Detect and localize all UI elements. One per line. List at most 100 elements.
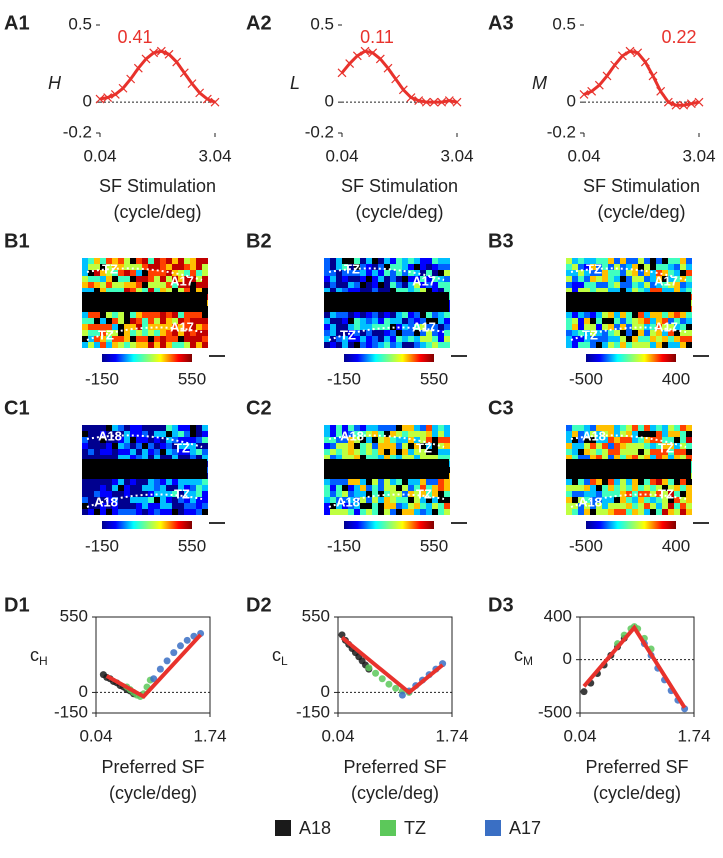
map-pixel [100, 437, 106, 443]
map-pixel [644, 276, 650, 282]
map-pixel [680, 318, 686, 324]
map-pixel [166, 425, 172, 431]
map-pixel [130, 336, 136, 342]
map-pixel [202, 342, 208, 348]
map-pixel [572, 324, 578, 330]
map-pixel [142, 443, 148, 449]
map-pixel [438, 443, 444, 449]
map-pixel [438, 336, 444, 342]
map-pixel [330, 336, 336, 342]
map-pixel [390, 503, 396, 509]
marker [110, 90, 120, 99]
map-pixel [668, 503, 674, 509]
map-pixel [112, 288, 118, 294]
map-pixel [432, 330, 438, 336]
map-pixel [596, 264, 602, 270]
map-pixel [620, 324, 626, 330]
map-pixel [136, 503, 142, 509]
map-pixel [196, 276, 202, 282]
map-pixel [378, 485, 384, 491]
map-pixel [330, 324, 336, 330]
map-pixel [590, 425, 596, 431]
map-pixel [372, 324, 378, 330]
map-pixel [172, 497, 178, 503]
map-pixel [408, 437, 414, 443]
map-pixel [160, 449, 166, 455]
map-pixel [148, 425, 154, 431]
map-pixel [408, 288, 414, 294]
map-pixel [82, 497, 88, 503]
map-pixel [626, 449, 632, 455]
map-pixel [342, 336, 348, 342]
map-pixel [566, 443, 572, 449]
map-pixel [348, 509, 354, 515]
map-pixel [566, 491, 572, 497]
map-pixel [426, 437, 432, 443]
map-pixel [590, 276, 596, 282]
map-pixel [178, 449, 184, 455]
map-pixel [668, 270, 674, 276]
map-pixel [342, 312, 348, 318]
map-pixel [420, 431, 426, 437]
region-label: A17 [412, 319, 436, 334]
region-label: TZ [174, 486, 190, 501]
map-pixel [638, 509, 644, 515]
map-pixel [166, 455, 172, 461]
map-pixel [100, 258, 106, 264]
x-axis-label: SF Stimulation [99, 176, 216, 196]
map-pixel [656, 312, 662, 318]
map-pixel [166, 437, 172, 443]
map-pixel [608, 443, 614, 449]
map-pixel [650, 491, 656, 497]
map-pixel [632, 485, 638, 491]
marker [95, 94, 105, 104]
map-pixel [608, 276, 614, 282]
map-pixel [578, 497, 584, 503]
map-pixel [160, 258, 166, 264]
map-pixel [178, 330, 184, 336]
map-pixel [342, 342, 348, 348]
map-pixel [578, 509, 584, 515]
map-pixel [668, 318, 674, 324]
map-pixel [662, 336, 668, 342]
map-pixel [142, 288, 148, 294]
map-pixel [408, 479, 414, 485]
map-pixel [572, 431, 578, 437]
marker [126, 74, 136, 84]
map-pixel [420, 258, 426, 264]
x-tick-label: 1.74 [677, 726, 710, 745]
map-pixel [136, 497, 142, 503]
map-pixel [118, 282, 124, 288]
map-pixel [88, 336, 94, 342]
map-pixel [130, 491, 136, 497]
map-pixel [324, 431, 330, 437]
map-pixel [184, 497, 190, 503]
scatter-point [372, 669, 380, 677]
map-pixel [342, 270, 348, 276]
map-pixel [190, 425, 196, 431]
map-pixel [650, 509, 656, 515]
map-pixel [668, 264, 674, 270]
panel-label: C2 [246, 397, 272, 419]
map-pixel [172, 431, 178, 437]
marker [686, 99, 696, 109]
map-pixel [336, 497, 342, 503]
map-pixel [614, 258, 620, 264]
map-pixel [390, 270, 396, 276]
fit-line [582, 624, 687, 709]
map-pixel [354, 437, 360, 443]
map-pixel [584, 270, 590, 276]
panel-label: C3 [488, 397, 514, 419]
map-pixel [378, 449, 384, 455]
map-pixel [94, 324, 100, 330]
map-pixel [378, 318, 384, 324]
map-pixel [444, 491, 450, 497]
map-pixel [106, 324, 112, 330]
map-pixel [336, 479, 342, 485]
map-pixel [178, 455, 184, 461]
map-pixel [354, 270, 360, 276]
map-pixel [324, 276, 330, 282]
map-pixel [148, 455, 154, 461]
x-tick-label: 0.04 [83, 146, 116, 165]
map-pixel [432, 455, 438, 461]
